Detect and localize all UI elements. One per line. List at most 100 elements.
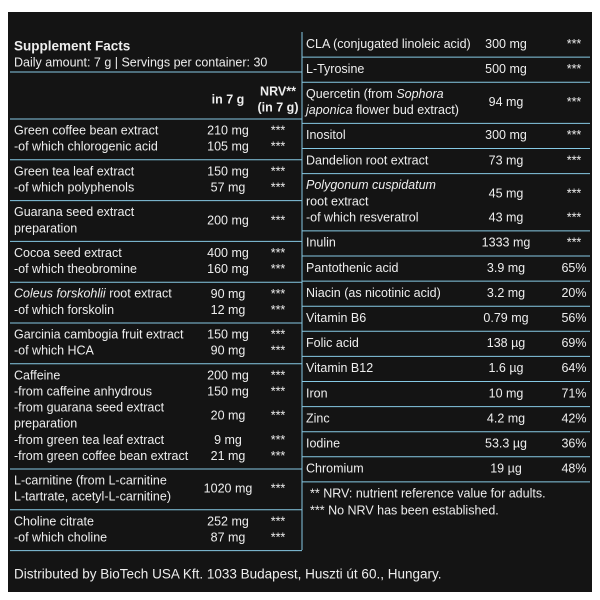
amount: 3.2 mg <box>487 286 525 300</box>
amount: 210 mg <box>207 124 249 138</box>
ingredient-name: Quercetin (from Sophora <box>306 87 444 101</box>
nrv: *** <box>271 303 286 317</box>
nrv: *** <box>271 181 286 195</box>
ingredient-name: Dandelion root extract <box>306 153 429 167</box>
name-part: japonica <box>304 103 353 117</box>
nrv: *** <box>271 368 286 382</box>
nrv: *** <box>567 37 582 51</box>
ingredient-name: -from green tea leaf extract <box>14 433 165 447</box>
panel-background <box>8 12 592 592</box>
ingredient-name: Vitamin B12 <box>306 361 373 375</box>
amount: 57 mg <box>211 181 246 195</box>
nrv: 69% <box>561 336 586 350</box>
name-part: Quercetin (from <box>306 87 396 101</box>
nrv: *** <box>271 287 286 301</box>
ingredient-name: Guarana seed extract <box>14 205 135 219</box>
footer: Distributed by BioTech USA Kft. 1033 Bud… <box>14 567 441 582</box>
ingredient-name: -from green coffee bean extract <box>14 449 189 463</box>
ingredient-name: Garcinia cambogia fruit extract <box>14 328 184 342</box>
ingredient-name: -of which forskolin <box>14 303 114 317</box>
amount: 252 mg <box>207 514 249 528</box>
ingredient-name: Chromium <box>306 462 364 476</box>
nrv: *** <box>567 153 582 167</box>
ingredient-name: -of which resveratrol <box>306 211 419 225</box>
ingredient-name: Caffeine <box>14 368 60 382</box>
amount: 400 mg <box>207 246 249 260</box>
amount: 87 mg <box>211 531 246 545</box>
amount: 138 µg <box>487 336 526 350</box>
ingredient-name: -of which chlorogenic acid <box>14 140 158 154</box>
nrv-heading: (in 7 g) <box>258 100 299 114</box>
nrv-heading: NRV** <box>260 84 296 98</box>
amount: 300 mg <box>485 37 527 51</box>
ingredient-name: preparation <box>14 221 77 235</box>
amount: 4.2 mg <box>487 411 525 425</box>
ingredient-name: Green coffee bean extract <box>14 124 159 138</box>
amount: 3.9 mg <box>487 261 525 275</box>
amount: 1020 mg <box>204 482 253 496</box>
amount: 19 µg <box>490 462 522 476</box>
amount: 90 mg <box>211 287 246 301</box>
note: ** NRV: nutrient reference value for adu… <box>310 486 546 500</box>
ingredient-name: Inulin <box>306 236 336 250</box>
amount: 45 mg <box>489 186 524 200</box>
note: *** No NRV has been established. <box>310 503 499 517</box>
nrv: *** <box>567 211 582 225</box>
amount-heading: in 7 g <box>212 92 245 106</box>
title: Supplement Facts <box>14 39 130 54</box>
name-part: Sophora <box>396 87 443 101</box>
amount: 150 mg <box>207 328 249 342</box>
ingredient-name: Niacin (as nicotinic acid) <box>306 286 441 300</box>
ingredient-name: -from caffeine anhydrous <box>14 385 152 399</box>
ingredient-name: -of which choline <box>14 531 107 545</box>
ingredient-name: Iodine <box>306 437 340 451</box>
name-part: Coleus forskohlii <box>14 287 107 301</box>
nrv: *** <box>271 409 286 423</box>
nrv: *** <box>271 449 286 463</box>
nrv: *** <box>271 514 286 528</box>
amount: 1333 mg <box>482 236 531 250</box>
ingredient-name: Coleus forskohlii root extract <box>14 287 172 301</box>
nrv: *** <box>271 482 286 496</box>
amount: 12 mg <box>211 303 246 317</box>
amount: 94 mg <box>489 95 524 109</box>
amount: 160 mg <box>207 262 249 276</box>
nrv: *** <box>271 140 286 154</box>
amount: 105 mg <box>207 140 249 154</box>
nrv: *** <box>271 385 286 399</box>
amount: 73 mg <box>489 153 524 167</box>
amount: 200 mg <box>207 368 249 382</box>
ingredient-name: preparation <box>14 417 77 431</box>
ingredient-name: -of which polyphenols <box>14 181 134 195</box>
amount: 150 mg <box>207 385 249 399</box>
ingredient-name: L-Tyrosine <box>306 62 364 76</box>
ingredient-name: L-carnitine (from L-carnitine <box>14 474 167 488</box>
name-part: Polygonum cuspidatum <box>306 178 436 192</box>
amount: 10 mg <box>489 386 524 400</box>
nrv: 64% <box>561 361 586 375</box>
nrv: *** <box>271 344 286 358</box>
ingredient-name: Choline citrate <box>14 514 94 528</box>
ingredient-name: L-tartrate, acetyl-L-carnitine) <box>14 490 171 504</box>
nrv: *** <box>567 186 582 200</box>
ingredient-name: Inositol <box>306 128 346 142</box>
ingredient-name: Green tea leaf extract <box>14 164 135 178</box>
ingredient-name: Zinc <box>306 411 330 425</box>
nrv: *** <box>567 128 582 142</box>
amount: 43 mg <box>489 211 524 225</box>
nrv: 48% <box>561 462 586 476</box>
amount: 20 mg <box>211 409 246 423</box>
ingredient-name: Cocoa seed extract <box>14 246 122 260</box>
ingredient-name: root extract <box>306 195 369 209</box>
nrv: *** <box>567 236 582 250</box>
ingredient-name: Vitamin B6 <box>306 311 366 325</box>
nrv: *** <box>567 62 582 76</box>
ingredient-name: -of which HCA <box>14 344 95 358</box>
nrv: 20% <box>561 286 586 300</box>
ingredient-name: japonica flower bud extract) <box>304 103 459 117</box>
amount: 21 mg <box>211 449 246 463</box>
ingredient-name: -from guarana seed extract <box>14 401 165 415</box>
nrv: 36% <box>561 437 586 451</box>
amount: 500 mg <box>485 62 527 76</box>
ingredient-name: Pantothenic acid <box>306 261 398 275</box>
